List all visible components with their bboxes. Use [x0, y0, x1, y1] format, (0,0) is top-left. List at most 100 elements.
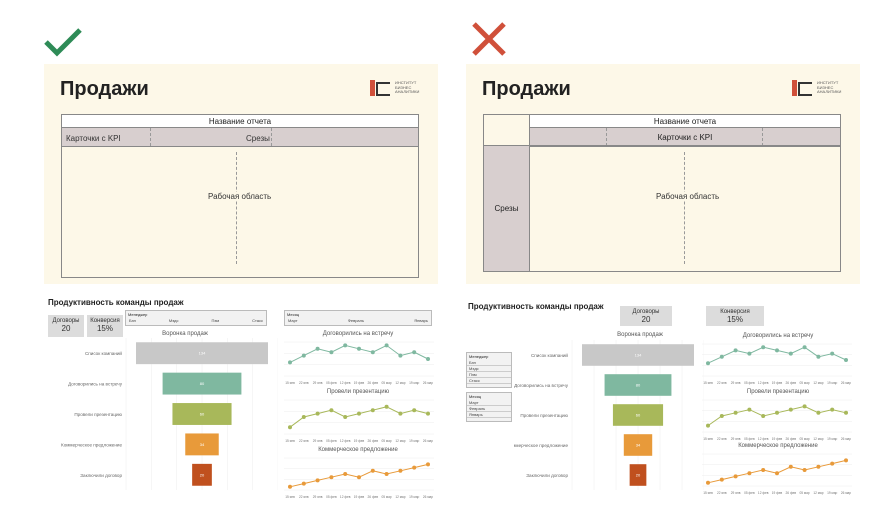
tick-label: 12 мар — [395, 495, 405, 499]
check-icon — [42, 26, 84, 58]
tick-label: 19 мар — [409, 381, 419, 385]
slicer-option[interactable]: Март — [467, 400, 511, 406]
slicer-option[interactable]: Январь — [414, 318, 428, 323]
series-line — [289, 406, 429, 428]
tick-label: 19 фев — [354, 381, 365, 385]
manager-slicer[interactable]: Менеджер Бэн Мэдс Пэм Стасс — [466, 352, 512, 388]
line-chart-meetings: 15 янв 22 янв 29 янв 05 фев 12 фев 19 фев 26 ф… — [702, 343, 852, 385]
funnel-chart: 134 Список компаний 80 Договорились на встр… — [514, 340, 704, 490]
slicer-option[interactable]: Февраль — [467, 406, 511, 412]
tick-label: 19 мар — [409, 439, 419, 443]
kpi-label: Договоры — [52, 318, 80, 324]
tick-label: 19 мар — [827, 491, 837, 495]
data-point — [733, 348, 738, 353]
logo: ИНСТИТУТ БИЗНЕС АНАЛИТИКИ — [370, 78, 425, 98]
tick-label: 26 фев — [368, 439, 379, 443]
tick-label: 12 фев — [340, 381, 351, 385]
slicer-option[interactable]: Февраль — [347, 318, 365, 323]
funnel-bar — [136, 342, 268, 365]
tick-label: 26 мар — [841, 437, 851, 441]
data-point — [706, 423, 710, 428]
line-chart-title: Договорились на встречу — [322, 331, 394, 337]
work-area-divider — [684, 152, 685, 264]
funnel-bar — [612, 404, 664, 426]
slicer-option[interactable]: Бэн — [129, 318, 136, 323]
tick-label: 19 мар — [409, 495, 419, 499]
tick-label: 12 мар — [813, 491, 823, 495]
data-point — [706, 361, 710, 366]
data-label: 60 — [200, 412, 205, 417]
data-point — [301, 415, 306, 419]
data-point — [412, 465, 417, 470]
series-line — [707, 405, 847, 427]
data-label: 34 — [200, 442, 205, 447]
manager-slicer[interactable]: Менеджер Бэн Мэдс Пэм Стасс — [125, 310, 267, 326]
work-area-label: Рабочая область — [206, 192, 274, 201]
data-point — [775, 471, 779, 476]
page-title: Продажи — [482, 78, 571, 100]
slicer-option[interactable]: Январь — [467, 412, 511, 418]
slicer-option[interactable]: Март — [288, 318, 298, 323]
data-point — [816, 464, 821, 469]
funnel-bar — [582, 344, 694, 366]
tick-label: 05 фев — [326, 381, 337, 385]
slicer-option[interactable]: Стасс — [252, 318, 263, 323]
data-point — [412, 350, 417, 355]
data-point — [426, 462, 430, 467]
slicer-option[interactable]: Мэдс — [168, 318, 179, 323]
month-slicer[interactable]: Месяц Март Февраль Январь — [284, 310, 432, 326]
slices-label: Срезы — [246, 134, 270, 143]
funnel-chart: 134 Список компаний 80 Договорились на встр… — [61, 338, 278, 490]
data-point — [357, 346, 361, 351]
tick-label: 22 янв — [717, 491, 727, 495]
data-label: 20 — [200, 472, 205, 477]
data-point — [398, 468, 403, 473]
logo: ИНСТИТУТ БИЗНЕС АНАЛИТИКИ — [792, 78, 847, 98]
data-point — [426, 411, 430, 416]
slicer-option[interactable]: Мэдс — [467, 366, 511, 372]
funnel-bar — [629, 464, 647, 486]
tick-label: 12 фев — [758, 491, 769, 495]
slicer-option[interactable]: Пэм — [467, 372, 511, 378]
data-point — [733, 474, 738, 479]
kpi-value: 20 — [641, 315, 651, 324]
tick-label: 19 фев — [772, 381, 783, 385]
tick-label: 12 фев — [340, 495, 351, 499]
data-point — [329, 408, 334, 413]
category-label: Список компаний — [531, 352, 568, 358]
funnel-bar — [623, 434, 653, 456]
data-point — [830, 461, 835, 466]
slicer-option[interactable]: Стасс — [467, 378, 511, 384]
month-slicer[interactable]: Месяц Март Февраль Январь — [466, 392, 512, 422]
tick-label: 19 фев — [772, 437, 783, 441]
tick-label: 26 фев — [786, 491, 797, 495]
data-point — [301, 481, 306, 486]
data-point — [816, 354, 821, 359]
data-point — [747, 407, 752, 412]
data-point — [830, 351, 835, 356]
tick-label: 22 янв — [299, 495, 309, 499]
data-point — [370, 468, 375, 473]
slicer-header: Менеджер — [128, 312, 148, 317]
tick-label: 15 янв — [703, 437, 713, 441]
slicer-option[interactable]: Пэм — [211, 318, 220, 323]
work-area-box — [529, 145, 841, 272]
tick-label: 19 мар — [827, 437, 837, 441]
funnel-bar — [604, 374, 672, 396]
tick-label: 12 фев — [340, 439, 351, 443]
kpi-card-contracts: Договоры 20 — [620, 306, 672, 326]
category-label: Коммерческое предложение — [61, 442, 122, 447]
tick-label: 26 фев — [786, 437, 797, 441]
tick-label: 05 мар — [382, 495, 392, 499]
data-point — [788, 407, 793, 412]
data-point — [719, 354, 724, 359]
tick-label: 26 фев — [786, 381, 797, 385]
report-name-box: Название отчета — [529, 114, 841, 128]
tick-label: 19 фев — [354, 439, 365, 443]
data-point — [370, 408, 375, 413]
line-chart-title: Провели презентацию — [326, 389, 390, 395]
slicer-option[interactable]: Бэн — [467, 360, 511, 366]
funnel-bar — [185, 433, 219, 456]
data-point — [816, 410, 821, 415]
data-point — [288, 425, 292, 430]
